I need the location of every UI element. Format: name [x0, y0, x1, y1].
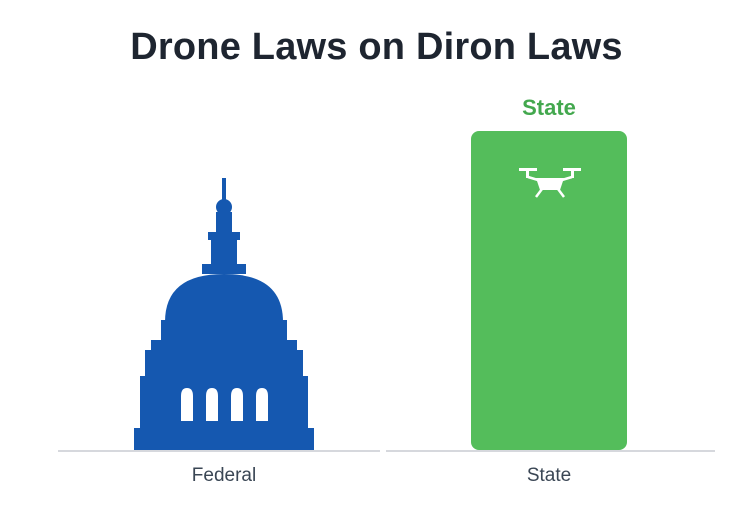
capitol-building-icon — [134, 178, 314, 450]
category-label-federal: Federal — [192, 465, 256, 486]
chart-title: Drone Laws on Diron Laws — [130, 26, 623, 68]
category-label-state: State — [527, 465, 571, 486]
bar-state — [471, 131, 627, 450]
bar-top-label-state: State — [522, 95, 576, 120]
drone-icon — [519, 168, 581, 198]
